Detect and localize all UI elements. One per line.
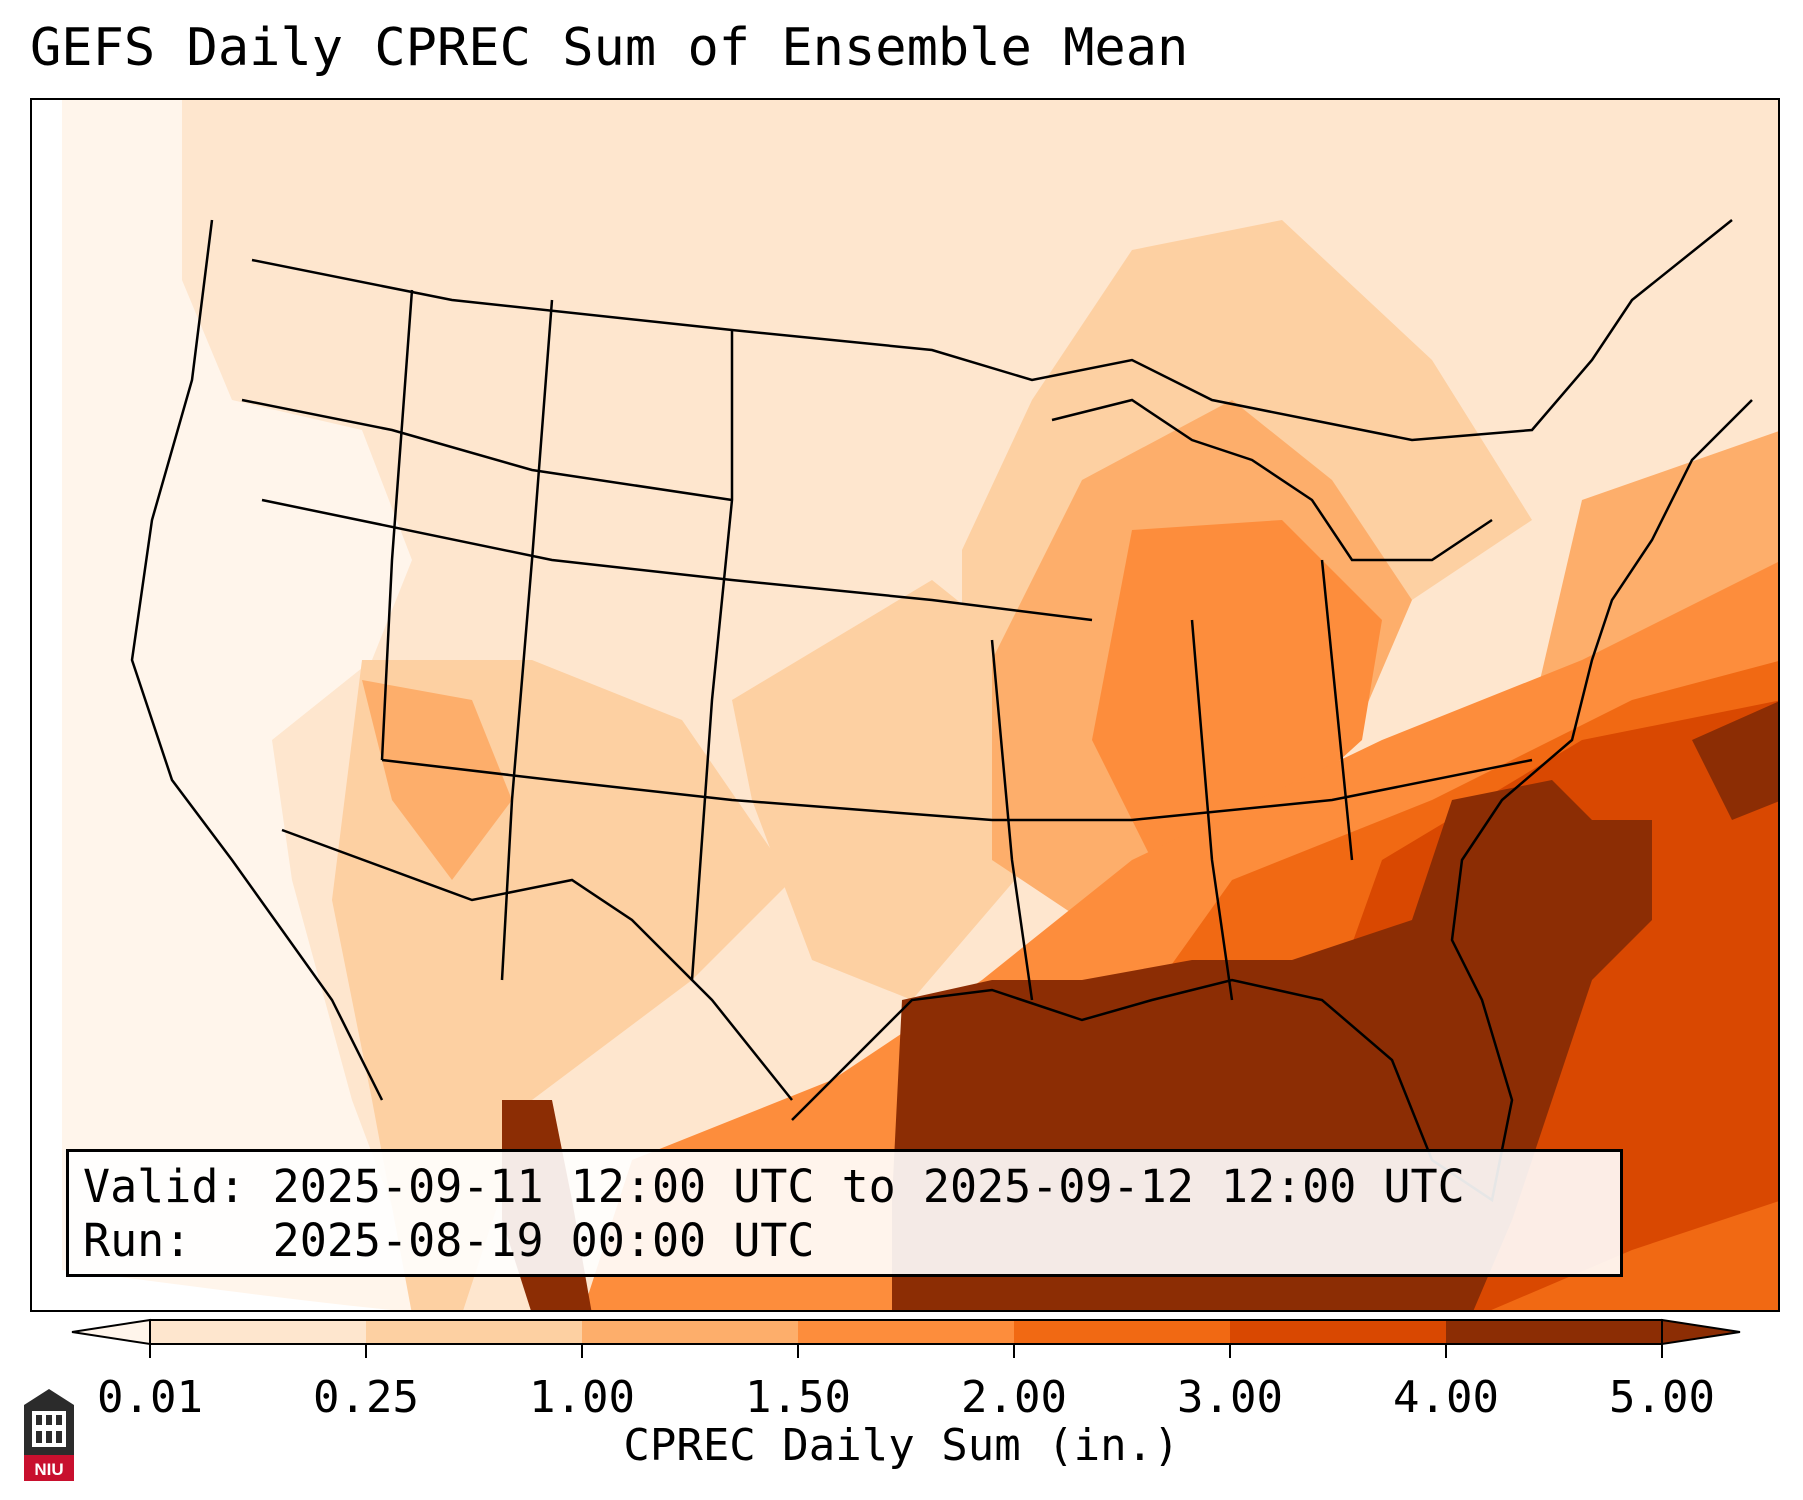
state-line-7 xyxy=(380,289,414,761)
colorbar-tick-label: 1.00 xyxy=(529,1372,635,1420)
colorbar-ticks: 0.01 0.25 1.00 1.50 2.00 3.00 4.00 5.00 xyxy=(97,1344,1715,1420)
state-line-3 xyxy=(381,758,1533,822)
colorbar-tick-label: 4.00 xyxy=(1393,1372,1499,1420)
valid-run-info-box: Valid: 2025-09-11 12:00 UTC to 2025-09-1… xyxy=(66,1149,1623,1277)
precip-band-1-50-sw xyxy=(362,680,512,880)
colorbar-segments xyxy=(71,1318,1741,1346)
logo-text: NIU xyxy=(34,1460,63,1479)
mexico-border xyxy=(281,828,793,1101)
niu-logo: NIU xyxy=(24,1389,74,1481)
state-line-8 xyxy=(1190,619,1234,1001)
great-lakes xyxy=(1051,398,1493,562)
colorbar-tick-label: 2.00 xyxy=(961,1372,1067,1420)
state-line-2 xyxy=(261,498,1093,622)
colorbar-tick-label: 0.25 xyxy=(313,1372,419,1420)
colorbar-segment xyxy=(582,1320,799,1344)
boundary-lines xyxy=(130,219,1753,1203)
state-line-5 xyxy=(690,330,734,981)
colorbar-tick-label: 0.01 xyxy=(97,1372,203,1420)
colorbar-tick-label: 1.50 xyxy=(745,1372,851,1420)
map-panel: Valid: 2025-09-11 12:00 UTC to 2025-09-1… xyxy=(30,98,1780,1312)
valid-time-text: Valid: 2025-09-11 12:00 UTC to 2025-09-1… xyxy=(83,1160,1465,1213)
colorbar-label: CPREC Daily Sum (in.) xyxy=(623,1420,1180,1471)
precip-band-5-00-atl xyxy=(1692,700,1778,820)
run-time-text: Run: 2025-08-19 00:00 UTC xyxy=(83,1214,815,1267)
state-line-9 xyxy=(1320,559,1354,861)
colorbar-segment xyxy=(798,1320,1015,1344)
colorbar-extend-high xyxy=(1661,1318,1741,1346)
colorbar-tick-label: 3.00 xyxy=(1177,1372,1283,1420)
colorbar: 0.01 0.25 1.00 1.50 2.00 3.00 4.00 5.00 xyxy=(71,1318,1741,1420)
state-line-4 xyxy=(990,639,1034,1001)
colorbar-segment xyxy=(366,1320,583,1344)
colorbar-segment xyxy=(1446,1320,1663,1344)
colorbar-extend-low xyxy=(71,1318,151,1346)
colorbar-segment xyxy=(1230,1320,1447,1344)
west-coast xyxy=(130,219,384,1101)
state-line-6 xyxy=(500,299,554,981)
colorbar-segment xyxy=(1014,1320,1231,1344)
colorbar-tick-label: 5.00 xyxy=(1609,1372,1715,1420)
colorbar-outline xyxy=(149,1319,1663,1345)
page-title: GEFS Daily CPREC Sum of Ensemble Mean xyxy=(30,18,1189,78)
colorbar-segment xyxy=(150,1320,367,1344)
precip-band-1-00-tx xyxy=(732,580,1032,1000)
state-line-1 xyxy=(241,398,733,502)
